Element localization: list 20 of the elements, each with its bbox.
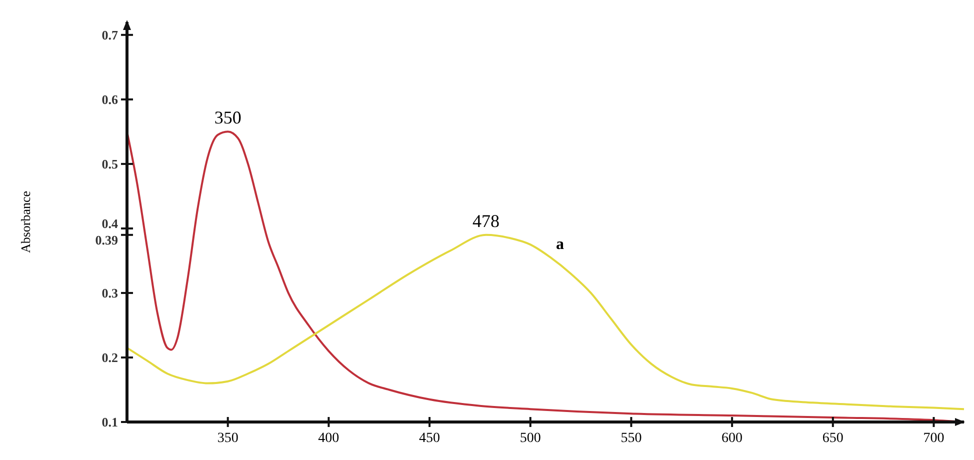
annotation: 478 — [472, 210, 500, 231]
x-tick-label: 650 — [822, 431, 844, 446]
annotation: 350 — [214, 108, 242, 128]
x-tick-label: 600 — [722, 431, 743, 446]
y-tick-label: 0.3 — [102, 286, 118, 301]
y-tick-label: 0.5 — [102, 156, 118, 172]
x-tick-label: 700 — [923, 431, 944, 446]
y-tick-label: 0.6 — [102, 92, 118, 107]
y-tick-label: 0.2 — [102, 350, 118, 366]
x-tick-label: 550 — [620, 431, 642, 446]
x-tick-label: 350 — [217, 431, 238, 446]
y-tick-label: 0.39 — [95, 232, 118, 248]
x-tick-label: 400 — [318, 431, 340, 446]
x-tick-label: 500 — [520, 431, 541, 446]
y-tick-label: 0.1 — [102, 414, 118, 430]
series-label: a — [556, 236, 564, 253]
y-tick-label: 0.4 — [102, 216, 118, 231]
x-tick-label: 450 — [419, 431, 440, 446]
y-axis-title: Absorbance — [18, 190, 33, 254]
y-tick-label: 0.7 — [102, 27, 118, 42]
